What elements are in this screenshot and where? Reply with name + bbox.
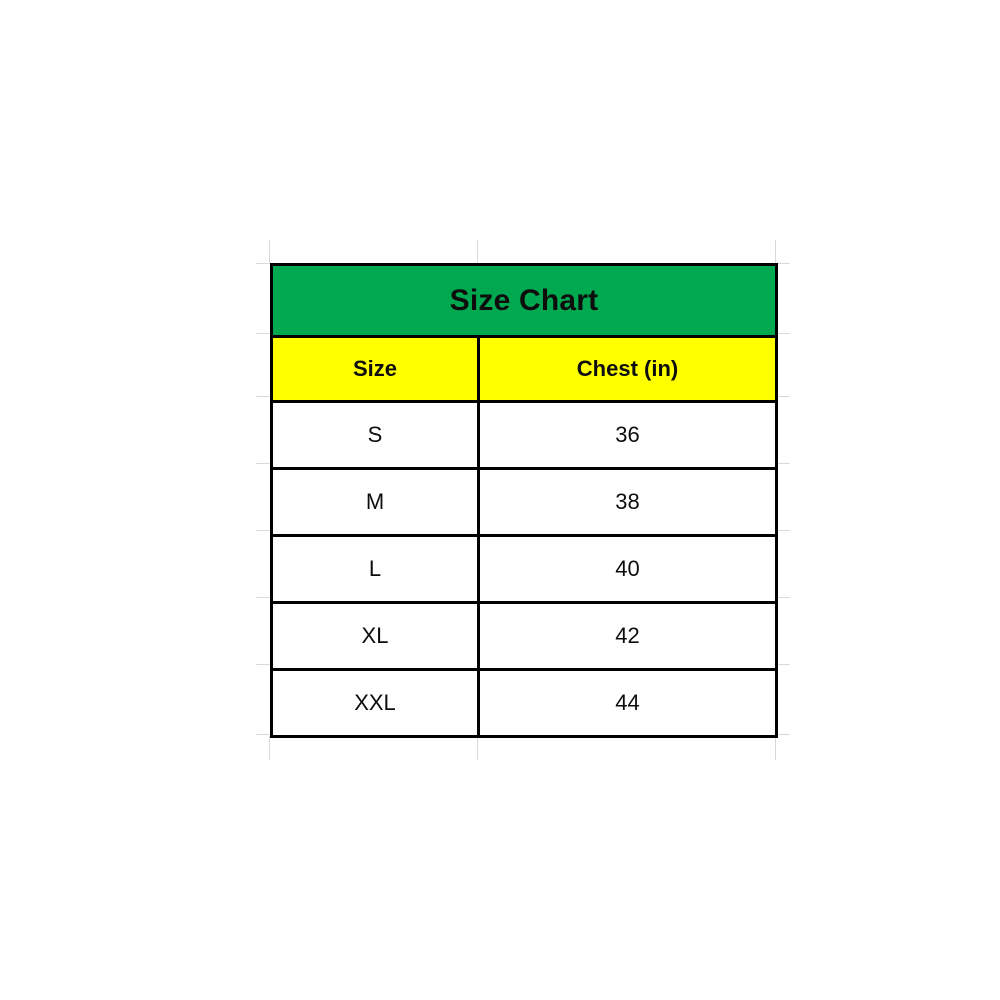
size-chart-table: Size Chart Size Chest (in) S 36 M 38 L 4… (270, 263, 778, 738)
cell-size: L (270, 534, 480, 604)
gridline-stub-row2-right (776, 333, 790, 334)
gridline-stub-left-bottom (269, 736, 270, 760)
table-title-row: Size Chart (270, 263, 778, 338)
cell-chest: 42 (477, 601, 778, 671)
gridline-stub-row4-right (776, 463, 790, 464)
cell-size: XL (270, 601, 480, 671)
table-row: M 38 (270, 467, 778, 537)
gridline-stub-row8-right (776, 734, 790, 735)
gridline-stub-mid-top (477, 240, 478, 264)
gridline-stub-row1-left (256, 263, 270, 264)
gridline-stub-row3-left (256, 396, 270, 397)
cell-size: S (270, 400, 480, 470)
size-chart-title: Size Chart (270, 263, 778, 338)
cell-chest: 40 (477, 534, 778, 604)
gridline-stub-left-top (269, 240, 270, 264)
gridline-stub-row8-left (256, 734, 270, 735)
cell-chest: 36 (477, 400, 778, 470)
gridline-stub-row7-right (776, 664, 790, 665)
gridline-stub-right-bottom (775, 736, 776, 760)
gridline-stub-mid-bottom (477, 736, 478, 760)
gridline-stub-row3-right (776, 396, 790, 397)
table-header-row: Size Chest (in) (270, 335, 778, 403)
column-header-chest: Chest (in) (477, 335, 778, 403)
table-row: XL 42 (270, 601, 778, 671)
gridline-stub-row1-right (776, 263, 790, 264)
gridline-stub-row7-left (256, 664, 270, 665)
cell-chest: 38 (477, 467, 778, 537)
gridline-stub-row5-right (776, 530, 790, 531)
table-row: S 36 (270, 400, 778, 470)
gridline-stub-right-top (775, 240, 776, 264)
cell-chest: 44 (477, 668, 778, 738)
cell-size: XXL (270, 668, 480, 738)
table-row: L 40 (270, 534, 778, 604)
gridline-stub-row5-left (256, 530, 270, 531)
table-row: XXL 44 (270, 668, 778, 738)
gridline-stub-row6-right (776, 597, 790, 598)
column-header-size: Size (270, 335, 480, 403)
gridline-stub-row4-left (256, 463, 270, 464)
gridline-stub-row6-left (256, 597, 270, 598)
gridline-stub-row2-left (256, 333, 270, 334)
cell-size: M (270, 467, 480, 537)
